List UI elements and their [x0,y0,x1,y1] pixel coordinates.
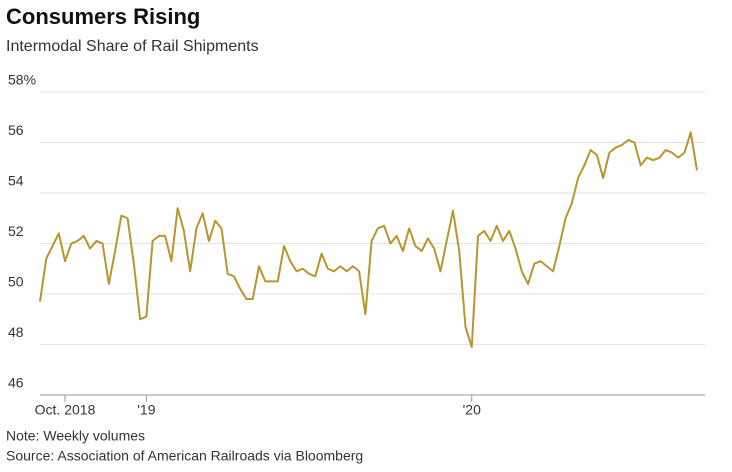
y-tick-label: 48 [8,324,24,340]
chart-title: Consumers Rising [6,4,200,29]
source: Source: Association of American Railroad… [6,448,363,464]
x-tick-label: Oct. 2018 [35,402,96,418]
note: Note: Weekly volumes [6,428,145,444]
chart-subtitle: Intermodal Share of Rail Shipments [6,38,259,55]
y-tick-label: 52 [8,223,24,239]
x-tick-label: '19 [137,402,155,418]
y-tick-label: 50 [8,274,24,290]
x-tick-label: '20 [463,402,481,418]
y-tick-label: 56 [8,122,24,138]
y-tick-label: 58% [8,72,36,88]
data-line [39,131,698,349]
y-tick-label: 46 [8,375,24,391]
y-tick-label: 54 [8,173,24,189]
